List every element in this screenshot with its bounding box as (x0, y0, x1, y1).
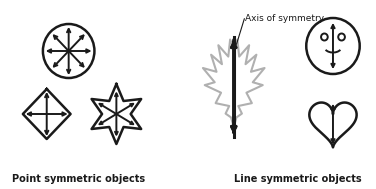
Text: Axis of symmetry: Axis of symmetry (245, 14, 324, 23)
Text: Line symmetric objects: Line symmetric objects (234, 174, 361, 184)
Text: Point symmetric objects: Point symmetric objects (12, 174, 145, 184)
